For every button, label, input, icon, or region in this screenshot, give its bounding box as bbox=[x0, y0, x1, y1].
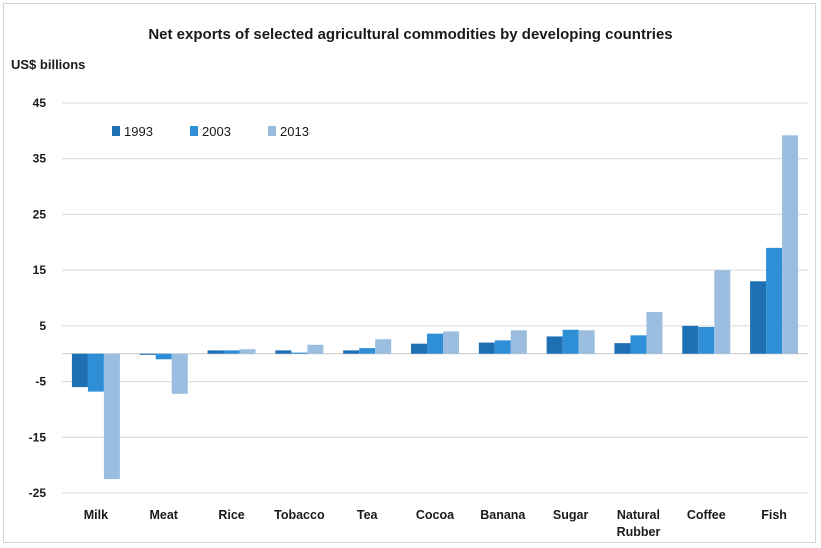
y-tick-label: 35 bbox=[33, 152, 47, 166]
category-labels: Milk Meat Rice Tobacco Tea Cocoa Banana Sugar Na… bbox=[84, 508, 787, 539]
bar-2013-coffee bbox=[714, 270, 731, 354]
bar-2003-banana bbox=[494, 340, 511, 354]
legend-swatch-2013 bbox=[268, 126, 276, 136]
bar-1993-tobacco bbox=[275, 350, 292, 354]
legend-label-2003: 2003 bbox=[202, 124, 231, 139]
category-label: Rice bbox=[218, 508, 244, 522]
y-tick-label: -5 bbox=[35, 375, 46, 389]
legend-label-1993: 1993 bbox=[124, 124, 153, 139]
category-label: Sugar bbox=[553, 508, 589, 522]
legend: 1993 2003 2013 bbox=[112, 124, 309, 139]
bar-2003-cocoa bbox=[427, 333, 443, 354]
bar-1993-meat bbox=[139, 353, 156, 355]
bar-2013-banana bbox=[510, 330, 527, 354]
bar-2013-tobacco bbox=[307, 344, 324, 354]
category-label: Natural Rubber bbox=[617, 508, 661, 539]
bar-2013-cocoa bbox=[443, 331, 459, 354]
category-label: Tobacco bbox=[274, 508, 325, 522]
category-label: Tea bbox=[357, 508, 379, 522]
bar-1993-banana bbox=[478, 342, 495, 354]
gridlines bbox=[62, 102, 808, 494]
bar-2003-natural-rubber bbox=[630, 335, 647, 354]
bar-2003-rice bbox=[223, 350, 240, 354]
bar-2003-meat bbox=[155, 353, 172, 360]
y-tick-label: 25 bbox=[33, 207, 47, 221]
bar-2003-sugar bbox=[562, 329, 579, 354]
category-label: Banana bbox=[480, 508, 526, 522]
bar-1993-milk bbox=[71, 353, 88, 388]
bars bbox=[71, 135, 799, 480]
bar-2003-coffee bbox=[698, 326, 715, 354]
legend-swatch-2003 bbox=[190, 126, 198, 136]
bar-2013-natural-rubber bbox=[646, 311, 663, 354]
category-label: Milk bbox=[84, 508, 108, 522]
chart-title: Net exports of selected agricultural com… bbox=[148, 26, 673, 43]
y-axis-unit-label: US$ billions bbox=[11, 57, 86, 72]
category-label: Cocoa bbox=[416, 508, 455, 522]
bar-1993-fish bbox=[750, 281, 767, 354]
legend-label-2013: 2013 bbox=[280, 124, 309, 139]
y-tick-label: 15 bbox=[33, 263, 47, 277]
bar-2003-fish bbox=[766, 247, 783, 354]
bar-2013-fish bbox=[782, 135, 799, 354]
y-tick-label: 5 bbox=[39, 319, 46, 333]
y-tick-label: -15 bbox=[29, 430, 47, 444]
category-label: Fish bbox=[761, 508, 787, 522]
y-tick-label: 45 bbox=[33, 96, 47, 110]
bar-2013-meat bbox=[171, 353, 188, 394]
bar-2003-milk bbox=[87, 353, 104, 392]
bar-1993-natural-rubber bbox=[614, 343, 631, 354]
bar-2013-milk bbox=[103, 353, 120, 480]
y-tick-label: -25 bbox=[29, 486, 47, 500]
chart-frame bbox=[3, 3, 816, 543]
bar-2003-tea bbox=[359, 348, 376, 354]
legend-swatch-1993 bbox=[112, 126, 120, 136]
bar-1993-rice bbox=[207, 350, 224, 354]
bar-2003-tobacco bbox=[291, 352, 308, 354]
bar-2013-tea bbox=[375, 339, 392, 354]
bar-1993-coffee bbox=[682, 325, 699, 354]
bar-2013-sugar bbox=[578, 330, 595, 354]
bar-2013-rice bbox=[239, 349, 256, 354]
bar-1993-sugar bbox=[546, 336, 563, 354]
bar-1993-cocoa bbox=[411, 343, 427, 354]
category-label: Meat bbox=[149, 508, 178, 522]
category-label: Coffee bbox=[687, 508, 726, 522]
y-tick-labels: 45 35 25 15 5 -5 -15 -25 bbox=[29, 96, 47, 500]
bar-1993-tea bbox=[343, 350, 360, 354]
